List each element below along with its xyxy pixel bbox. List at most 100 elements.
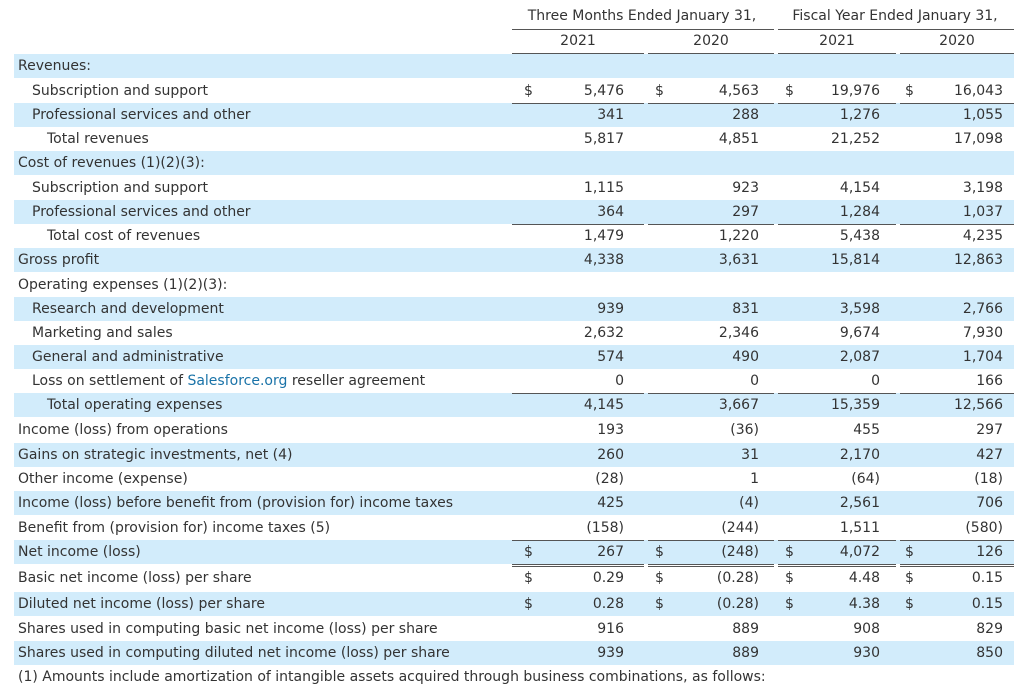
value-cell: 17,098: [954, 131, 1003, 147]
currency-symbol: $: [905, 544, 914, 560]
subtotal-rule: [900, 566, 1014, 567]
row-label: Operating expenses (1)(2)(3):: [18, 277, 228, 293]
row-label: General and administrative: [32, 349, 224, 365]
row-label: Other income (expense): [18, 471, 188, 487]
value-cell: 455: [853, 422, 880, 438]
value-cell: 4,563: [718, 83, 759, 99]
value-cell: 574: [597, 349, 624, 365]
value-cell: 21,252: [831, 131, 880, 147]
subtotal-rule: [512, 393, 644, 394]
value-cell: 193: [597, 422, 624, 438]
value-cell: (4): [739, 495, 759, 511]
currency-symbol: $: [655, 596, 664, 612]
currency-symbol: $: [524, 570, 533, 586]
value-cell: 923: [732, 180, 759, 196]
table-row: Marketing and sales 2,632 2,346 9,674 7,930: [14, 321, 1014, 345]
value-cell: 0.29: [592, 570, 624, 586]
value-cell: 1,511: [839, 520, 880, 536]
currency-symbol: $: [524, 596, 533, 612]
value-cell: 2,087: [839, 349, 880, 365]
subtotal-rule: [900, 224, 1014, 225]
row-label: Professional services and other: [32, 204, 251, 220]
value-cell: 1: [750, 471, 759, 487]
header-rule-three-months: [512, 29, 774, 30]
currency-symbol: $: [655, 83, 664, 99]
row-label: Professional services and other: [32, 107, 251, 123]
value-cell: 4.48: [848, 570, 880, 586]
subtotal-rule: [778, 103, 896, 104]
value-cell: 930: [853, 645, 880, 661]
header-three-months: Three Months Ended January 31,: [527, 8, 757, 24]
row-label: Shares used in computing basic net incom…: [18, 621, 438, 637]
subtotal-rule: [778, 564, 896, 565]
value-cell: 1,055: [962, 107, 1003, 123]
value-cell: 3,667: [718, 397, 759, 413]
value-cell: [560, 54, 624, 78]
row-label: Total operating expenses: [47, 397, 223, 413]
subtotal-rule: [778, 566, 896, 567]
row-label: Research and development: [32, 301, 224, 317]
row-label: Cost of revenues (1)(2)(3):: [18, 155, 205, 171]
year-header-fy-2021: 2021: [819, 33, 855, 49]
value-cell: 939: [597, 301, 624, 317]
value-cell: [820, 273, 880, 297]
value-cell: 1,704: [962, 349, 1003, 365]
value-cell: 0.28: [592, 596, 624, 612]
value-cell: 425: [597, 495, 624, 511]
value-cell: 1,220: [718, 228, 759, 244]
value-cell: 341: [597, 107, 624, 123]
header-rule-fiscal-year: [778, 29, 1014, 30]
table-row: Income (loss) before benefit from (provi…: [14, 491, 1014, 515]
value-cell: (18): [974, 471, 1003, 487]
value-cell: 5,817: [583, 131, 624, 147]
subtotal-rule: [648, 566, 774, 567]
row-label: Total cost of revenues: [47, 228, 201, 244]
value-cell: 916: [597, 621, 624, 637]
year-rule-fy-2020: [900, 53, 1014, 54]
table-row: General and administrative 574 490 2,087 1,7…: [14, 345, 1014, 369]
value-cell: 889: [732, 645, 759, 661]
footnote: (1) Amounts include amortization of inta…: [18, 669, 766, 685]
table-row: Total operating expenses 4,145 3,667 15,359…: [14, 393, 1014, 417]
row-label: Gains on strategic investments, net (4): [18, 447, 293, 463]
table-row: Subscription and support 1,115 923 4,154 3,1…: [14, 176, 1014, 200]
value-cell: 829: [976, 621, 1003, 637]
value-cell: 364: [597, 204, 624, 220]
value-cell: 126: [976, 544, 1003, 560]
table-row: Cost of revenues (1)(2)(3):: [14, 151, 1014, 175]
value-cell: 16,043: [954, 83, 1003, 99]
table-row: Basic net income (loss) per share $0.29 $ (…: [14, 566, 1014, 590]
table-row: Professional services and other 341 288 1,2…: [14, 103, 1014, 127]
salesforce-org-link[interactable]: Salesforce.org: [187, 373, 288, 389]
row-label: Shares used in computing diluted net inc…: [18, 645, 450, 661]
value-cell: 1,284: [839, 204, 880, 220]
value-cell: 2,561: [839, 495, 880, 511]
value-cell: 2,766: [962, 301, 1003, 317]
value-cell: 0: [871, 373, 880, 389]
row-label: Gross profit: [18, 252, 100, 268]
row-label: Income (loss) before benefit from (provi…: [18, 495, 453, 511]
header-fiscal-year: Fiscal Year Ended January 31,: [792, 8, 998, 24]
value-cell: 19,976: [831, 83, 880, 99]
table-row: Subscription and support $5,476 $4,563 $19,…: [14, 79, 1014, 103]
table-row: Research and development 939 831 3,598 2,766: [14, 297, 1014, 321]
currency-symbol: $: [785, 596, 794, 612]
subtotal-rule: [900, 540, 1014, 541]
subtotal-rule: [648, 103, 774, 104]
value-cell: (580): [965, 520, 1003, 536]
value-cell: 850: [976, 645, 1003, 661]
table-row: Loss on settlement of Salesforce.org res…: [14, 369, 1014, 393]
value-cell: 288: [732, 107, 759, 123]
subtotal-rule: [512, 103, 644, 104]
value-cell: 267: [597, 544, 624, 560]
value-cell: [940, 54, 1003, 78]
value-cell: 889: [732, 621, 759, 637]
row-label: Subscription and support: [32, 83, 208, 99]
table-row: Diluted net income (loss) per share $0.28…: [14, 592, 1014, 616]
value-cell: (158): [586, 520, 624, 536]
table-row: Operating expenses (1)(2)(3):: [14, 273, 1014, 297]
table-row: Shares used in computing basic net incom…: [14, 617, 1014, 641]
value-cell: 4,851: [718, 131, 759, 147]
value-cell: (28): [595, 471, 624, 487]
table-row: Benefit from (provision for) income taxe…: [14, 516, 1014, 540]
